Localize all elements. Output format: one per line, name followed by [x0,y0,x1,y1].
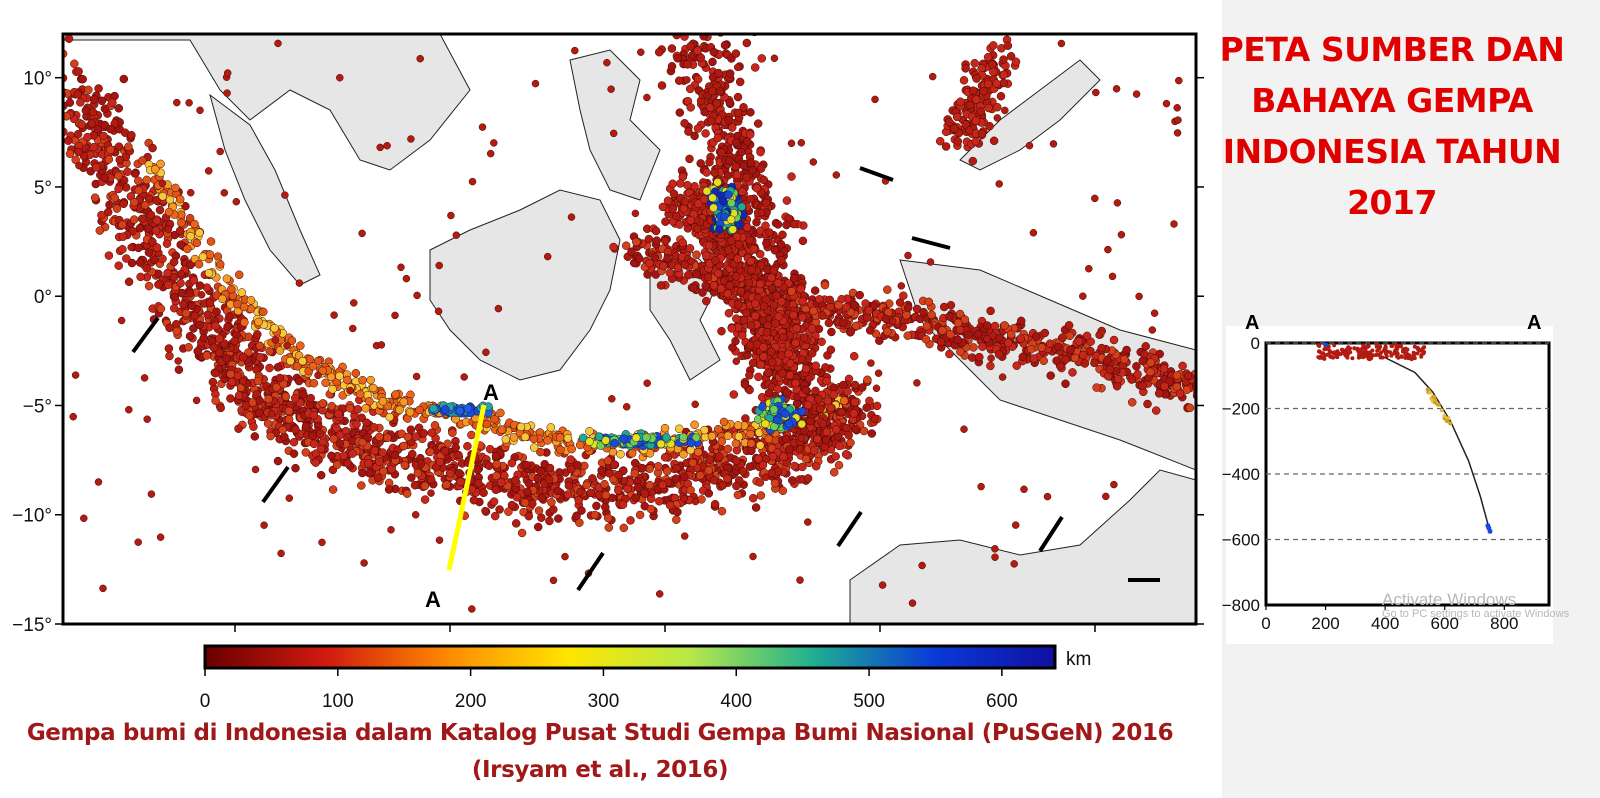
colorbar-tick-label: 200 [455,691,487,712]
land-mainland-asia [63,34,471,171]
latitude-tick-label: 10° [23,69,52,90]
arrow-6 [859,166,894,182]
caption-line-1: Gempa bumi di Indonesia dalam Katalog Pu… [26,720,1174,746]
arrow-2 [261,465,290,504]
cross-section-y-tick-label: −400 [1222,465,1260,484]
arrow-1 [131,316,160,354]
cross-section-hypocenters [1316,343,1493,534]
arrow-7 [911,236,951,250]
section-label-end: A [425,587,441,612]
page-title: PETA SUMBER DAN BAHAYA GEMPA INDONESIA T… [1212,24,1572,228]
land-australia [849,469,1196,624]
title-line: 2017 [1347,183,1437,222]
watermark-subline: Go to PC settings to activate Windows [1382,608,1570,620]
colorbar-unit: km [1066,649,1091,670]
cross-section-y-tick-label: −600 [1222,531,1260,550]
title-line: INDONESIA TAHUN [1222,132,1562,171]
colorbar-tick-label: 100 [322,691,354,712]
cross-section-label-left: A [1245,312,1259,334]
latitude-tick-label: −10° [12,506,52,527]
watermark-line: Activate Windows [1382,590,1517,609]
activate-windows-watermark: Activate Windows Go to PC settings to ac… [1382,590,1569,620]
depth-colorbar [203,644,1057,670]
cross-section-x-tick-label: 400 [1371,614,1399,633]
latitude-tick-label: 5° [34,178,52,199]
latitude-axis: 10° 5° 0° −5° −10° −15° [12,69,1204,636]
land-borneo [429,189,621,381]
cross-section-label-right: A [1527,312,1541,334]
figure-caption: Gempa bumi di Indonesia dalam Katalog Pu… [0,715,1200,789]
arrow-3 [576,551,605,592]
map-content [63,34,1196,624]
cross-section-frame [1264,341,1551,607]
plate-motion-arrows [131,166,1160,592]
cross-section-y-tick-label: −200 [1222,400,1260,419]
section-line-aa [446,404,487,571]
colorbar-tick-label: 600 [986,691,1018,712]
latitude-tick-label: −5° [23,396,52,417]
arrow-5 [1038,515,1064,553]
title-line: BAHAYA GEMPA [1251,81,1533,120]
cross-section-x-tick-label: 800 [1490,614,1518,633]
landmasses [63,34,1196,624]
colorbar-ticks: 0 100 200 300 400 500 600 [200,668,1018,712]
cross-section-gridlines [1266,342,1549,541]
section-label-start: A [483,380,499,405]
cross-section-y-tick-label: 0 [1251,334,1260,353]
earthquake-epicenters [63,34,1196,613]
cross-section-y-tick-label: −800 [1222,596,1260,615]
cross-section-x-tick-label: 0 [1261,614,1270,633]
colorbar-tick-label: 400 [720,691,752,712]
latitude-tick-label: 0° [34,287,52,308]
latitude-tick-label: −15° [12,615,52,636]
caption-line-2: (Irsyam et al., 2016) [471,757,729,783]
cross-section-x-axis: 0 200 400 600 800 [1261,605,1519,633]
cross-section-y-axis: 0 −200 −400 −600 −800 [1222,334,1260,615]
colorbar-tick-label: 0 [200,691,211,712]
colorbar-tick-label: 300 [588,691,620,712]
land-philippines [569,49,661,201]
arrow-4 [836,510,863,548]
cross-section-x-tick-label: 200 [1311,614,1339,633]
map-frame [61,32,1198,626]
colorbar-tick-label: 500 [853,691,885,712]
land-malay-peninsula [209,93,321,286]
title-line: PETA SUMBER DAN [1219,30,1565,69]
slab-curve [1355,348,1491,530]
cross-section-x-tick-label: 600 [1431,614,1459,633]
